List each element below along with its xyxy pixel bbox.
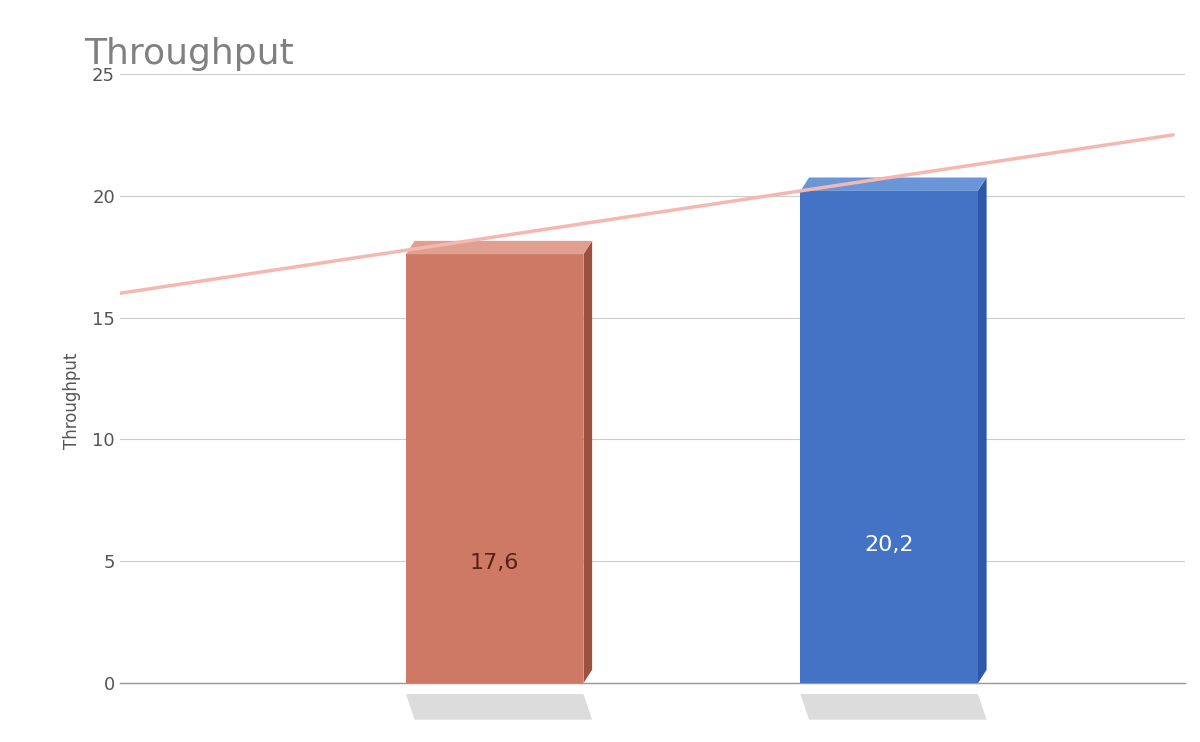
Text: 17,6: 17,6 — [470, 553, 520, 573]
Polygon shape — [978, 177, 986, 683]
Text: Throughput: Throughput — [84, 37, 294, 71]
Polygon shape — [406, 241, 592, 255]
Y-axis label: Throughput: Throughput — [64, 352, 82, 449]
Text: 20,2: 20,2 — [864, 535, 914, 555]
Polygon shape — [800, 177, 986, 191]
Polygon shape — [406, 255, 583, 683]
Polygon shape — [800, 694, 986, 720]
Polygon shape — [406, 694, 592, 720]
Polygon shape — [800, 191, 978, 683]
Polygon shape — [583, 241, 592, 683]
